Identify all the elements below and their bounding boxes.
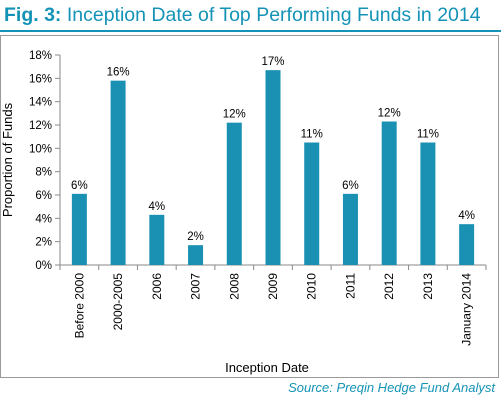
bar-chart: 0% 2% 4% 6% 8% 10% 12% 14% 16% 18% Proportion of F… xyxy=(0,50,487,375)
data-label: 16% xyxy=(107,67,130,79)
data-label: 6% xyxy=(342,180,359,192)
data-label: 11% xyxy=(301,129,323,141)
x-tick-label: 2007 xyxy=(189,273,203,300)
figure-title-text: Inception Date of Top Performing Funds i… xyxy=(66,4,481,26)
data-label: 11% xyxy=(417,129,439,141)
title-rule xyxy=(0,30,501,32)
data-label: 17% xyxy=(261,56,284,68)
figure-title: Fig. 3: Inception Date of Top Performing… xyxy=(4,3,481,27)
data-label: 6% xyxy=(71,180,88,192)
x-tick-label: 2006 xyxy=(150,273,164,300)
y-tick-label: 18% xyxy=(29,50,52,62)
x-tick-label: 2013 xyxy=(421,273,435,300)
bar xyxy=(381,121,397,265)
data-label: 4% xyxy=(149,201,166,213)
x-tick-label: 2009 xyxy=(266,273,280,300)
x-tick-label: 2000-2005 xyxy=(111,273,125,331)
bar xyxy=(188,245,204,265)
data-label: 12% xyxy=(223,109,246,121)
y-tick-label: 2% xyxy=(35,237,52,249)
x-tick-label: January 2014 xyxy=(460,273,474,346)
x-axis-title: Inception Date xyxy=(225,360,309,375)
y-tick-label: 12% xyxy=(29,120,52,132)
bar xyxy=(304,142,320,265)
y-tick-label: 8% xyxy=(35,167,52,179)
bar xyxy=(71,193,87,265)
bar xyxy=(226,122,242,266)
data-label: 2% xyxy=(187,231,204,243)
figure-number: Fig. 3: xyxy=(4,4,62,26)
y-axis-title: Proportion of Funds xyxy=(0,102,15,217)
data-label: 12% xyxy=(378,108,401,120)
x-tick-label: 2010 xyxy=(305,273,319,300)
y-tick-label: 4% xyxy=(35,213,52,225)
x-tick-label: 2012 xyxy=(382,273,396,300)
x-tick-label: 2011 xyxy=(343,273,357,299)
bar xyxy=(342,193,358,265)
y-tick-label: 0% xyxy=(35,260,52,272)
bar xyxy=(265,70,281,265)
y-tick-label: 10% xyxy=(29,143,52,155)
data-label: 4% xyxy=(458,210,475,222)
chart-frame xyxy=(0,35,499,378)
x-tick-label: Before 2000 xyxy=(72,273,86,339)
bar xyxy=(110,80,126,265)
bar xyxy=(149,214,165,265)
source-note: Source: Preqin Hedge Fund Analyst xyxy=(288,380,495,395)
bar xyxy=(420,142,436,265)
y-tick-label: 14% xyxy=(29,97,52,109)
bar xyxy=(459,224,475,265)
x-tick-label: 2008 xyxy=(227,273,241,300)
y-tick-label: 6% xyxy=(35,190,52,202)
y-tick-label: 16% xyxy=(29,73,52,85)
